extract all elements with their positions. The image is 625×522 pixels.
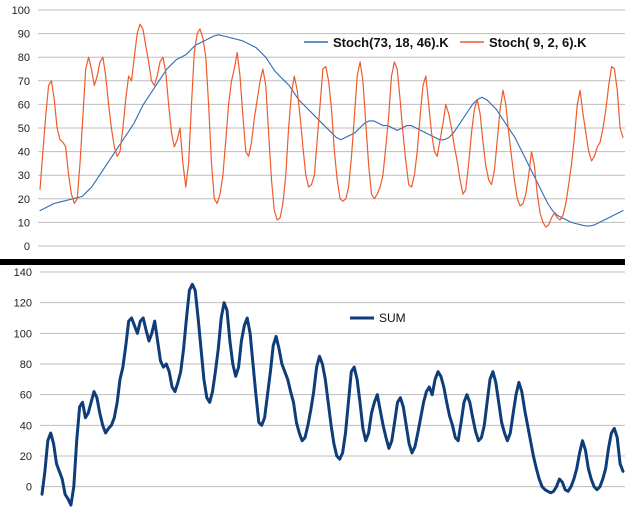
stochastic-y-tick-label: 20 [18, 194, 30, 206]
legend-label-sum: SUM [379, 311, 406, 325]
stochastic-y-tick-label: 50 [18, 123, 30, 135]
legend-label-stoch-9: Stoch( 9, 2, 6).K [489, 35, 587, 50]
stochastic-chart: 0 10 20 30 40 50 60 70 80 90 100 Stoch(73, 18, 46)… [12, 5, 625, 253]
stochastic-y-tick-label: 70 [18, 76, 30, 88]
sum-y-tick-label: 120 [14, 298, 32, 310]
stochastic-y-tick-label: 100 [12, 5, 30, 17]
sum-y-tick-label: 140 [14, 267, 32, 279]
stochastic-y-tick-label: 10 [18, 217, 30, 229]
stochastic-y-tick-label: 60 [18, 99, 30, 111]
stochastic-y-tick-label: 90 [18, 29, 30, 41]
stochastic-series-lines [39, 23, 624, 228]
legend-label-stoch-73: Stoch(73, 18, 46).K [333, 35, 449, 50]
sum-y-tick-label: 0 [26, 482, 32, 494]
stochastic-legend: Stoch(73, 18, 46).K Stoch( 9, 2, 6).K [304, 35, 587, 50]
sum-series-line [40, 282, 625, 507]
sum-series-line-0 [40, 282, 625, 507]
stochastic-y-tick-label: 80 [18, 52, 30, 64]
stochastic-y-tick-labels: 0 10 20 30 40 50 60 70 80 90 100 [12, 5, 30, 253]
sum-y-tick-label: 100 [14, 328, 32, 340]
stochastic-gridlines [38, 9, 625, 247]
sum-gridlines [40, 271, 625, 488]
stochastic-y-tick-label: 30 [18, 170, 30, 182]
sum-y-tick-labels: 0 20 40 60 80 100 120 140 [14, 267, 32, 494]
sum-chart: 0 20 40 60 80 100 120 140 SUM [14, 267, 625, 507]
stochastic-y-tick-label: 40 [18, 147, 30, 159]
stochastic-series-line-1 [39, 23, 624, 228]
sum-legend: SUM [350, 311, 406, 325]
sum-y-tick-label: 40 [20, 420, 32, 432]
stochastic-series-line-0 [39, 34, 624, 227]
sum-y-tick-label: 60 [20, 390, 32, 402]
sum-y-tick-label: 80 [20, 359, 32, 371]
chart-divider-bar [0, 259, 625, 265]
stochastic-y-tick-label: 0 [24, 241, 30, 253]
sum-y-tick-label: 20 [20, 451, 32, 463]
